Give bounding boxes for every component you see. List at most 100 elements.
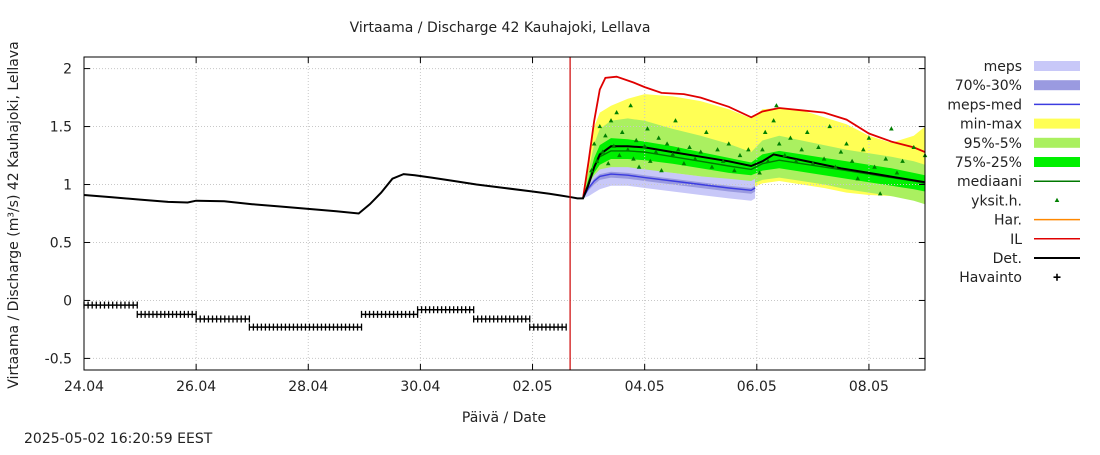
- yksit-point: [597, 123, 603, 129]
- legend-swatch-p75_25: [1034, 157, 1080, 167]
- yksit-point: [911, 144, 917, 150]
- yksit-point: [720, 158, 726, 163]
- yksit-point: [659, 168, 664, 173]
- legend-label-meps: meps: [984, 59, 1022, 75]
- yksit-point: [900, 158, 905, 163]
- yksit-point: [594, 158, 600, 163]
- yksit-point: [715, 147, 720, 152]
- legend-swatch-p95_5: [1034, 137, 1080, 148]
- x-tick-label-6: 06.05: [737, 379, 777, 395]
- legend-label-mediaani: mediaani: [957, 174, 1022, 190]
- legend-swatch-meps: [1034, 61, 1080, 71]
- x-tick-label-7: 08.05: [849, 379, 889, 395]
- yksit-point: [844, 141, 849, 146]
- timestamp-footer: 2025-05-02 16:20:59 EEST: [24, 431, 213, 447]
- yksit-point: [877, 191, 883, 196]
- yksit-point: [757, 170, 762, 175]
- legend-swatch-min_max: [1034, 118, 1080, 129]
- yksit-point: [810, 161, 816, 166]
- yksit-point: [670, 151, 675, 156]
- yksit-point: [746, 147, 751, 152]
- yksit-point: [732, 168, 737, 173]
- x-tick-label-2: 28.04: [288, 379, 328, 395]
- legend-swatch-yksit: [1054, 197, 1060, 202]
- ensemble-points: [589, 103, 928, 196]
- yksit-point: [628, 103, 633, 108]
- yksit-point: [653, 149, 659, 154]
- yksit-point: [631, 156, 636, 161]
- yksit-point: [589, 168, 594, 173]
- yksit-point: [642, 143, 647, 148]
- y-tick-label-5: 2: [63, 62, 72, 78]
- yksit-point: [788, 135, 793, 140]
- chart-title: Virtaama / Discharge 42 Kauhajoki, Lella…: [350, 20, 651, 36]
- yksit-point: [827, 123, 832, 129]
- legend-label-det: Det.: [993, 251, 1022, 267]
- yksit-point: [765, 158, 771, 163]
- legend-swatch-meps_70_30: [1034, 80, 1080, 91]
- x-tick-label-3: 30.04: [400, 379, 440, 395]
- legend-label-meps_med: meps-med: [947, 97, 1022, 113]
- series-meps-med: [582, 173, 756, 199]
- legend-label-p75_25: 75%-25%: [955, 155, 1022, 171]
- yksit-point: [776, 141, 782, 146]
- yksit-point: [681, 161, 687, 166]
- yksit-point: [861, 147, 866, 152]
- x-axis-label: Päivä / Date: [462, 410, 546, 426]
- y-tick-label-0: -0.5: [45, 351, 72, 367]
- yksit-point: [782, 152, 788, 158]
- x-tick-label-1: 26.04: [176, 379, 216, 395]
- yksit-point: [793, 158, 799, 163]
- legend-label-yksit: yksit.h.: [971, 193, 1022, 209]
- yksit-point: [737, 152, 743, 158]
- yksit-point: [647, 158, 653, 163]
- yksit-point: [894, 170, 900, 175]
- legend-label-meps_70_30: 70%-30%: [955, 78, 1022, 94]
- series-det: [83, 145, 926, 215]
- series-lines: [83, 57, 926, 370]
- yksit-point: [832, 164, 838, 169]
- y-axis-label: Virtaama / Discharge (m³/s) 42 Kauhajoki…: [6, 41, 22, 388]
- yksit-point: [816, 144, 821, 150]
- yksit-point: [804, 129, 810, 134]
- yksit-point: [762, 129, 768, 134]
- yksit-point: [625, 147, 631, 152]
- yksit-point: [605, 161, 611, 166]
- yksit-point: [676, 147, 681, 152]
- yksit-point: [645, 126, 650, 131]
- yksit-point: [771, 118, 776, 123]
- yksit-point: [687, 144, 692, 150]
- yksit-point: [760, 147, 765, 152]
- grid: [83, 57, 925, 370]
- yksit-point: [633, 137, 639, 143]
- series-mediaani: [582, 150, 926, 199]
- yksit-point: [603, 133, 608, 138]
- y-tick-label-3: 1: [63, 178, 72, 194]
- y-tick-label-1: 0: [63, 293, 72, 309]
- yksit-point: [883, 156, 889, 161]
- yksit-point: [664, 141, 670, 146]
- yksit-point: [872, 164, 877, 169]
- yksit-point: [838, 149, 844, 154]
- yksit-point: [614, 110, 619, 115]
- yksit-point: [889, 126, 894, 131]
- yksit-point: [636, 164, 642, 169]
- yksit-point: [673, 118, 678, 123]
- x-tick-label-4: 02.05: [512, 379, 552, 395]
- yksit-point: [591, 141, 597, 146]
- yksit-point: [692, 156, 698, 161]
- yksit-point: [709, 164, 715, 169]
- yksit-point: [619, 129, 625, 134]
- legend-label-har: Har.: [994, 213, 1022, 229]
- yksit-point: [855, 176, 861, 181]
- x-tick-label-0: 24.04: [64, 379, 104, 395]
- legend-swatch-havainto: [1053, 273, 1061, 281]
- x-tick-label-5: 04.05: [625, 379, 665, 395]
- legend-label-min_max: min-max: [960, 117, 1022, 133]
- legend-label-havainto: Havainto: [959, 270, 1022, 286]
- yksit-point: [866, 135, 872, 140]
- yksit-point: [608, 118, 614, 123]
- y-tick-label-2: 0.5: [50, 235, 72, 251]
- forecast-bands: [583, 94, 925, 205]
